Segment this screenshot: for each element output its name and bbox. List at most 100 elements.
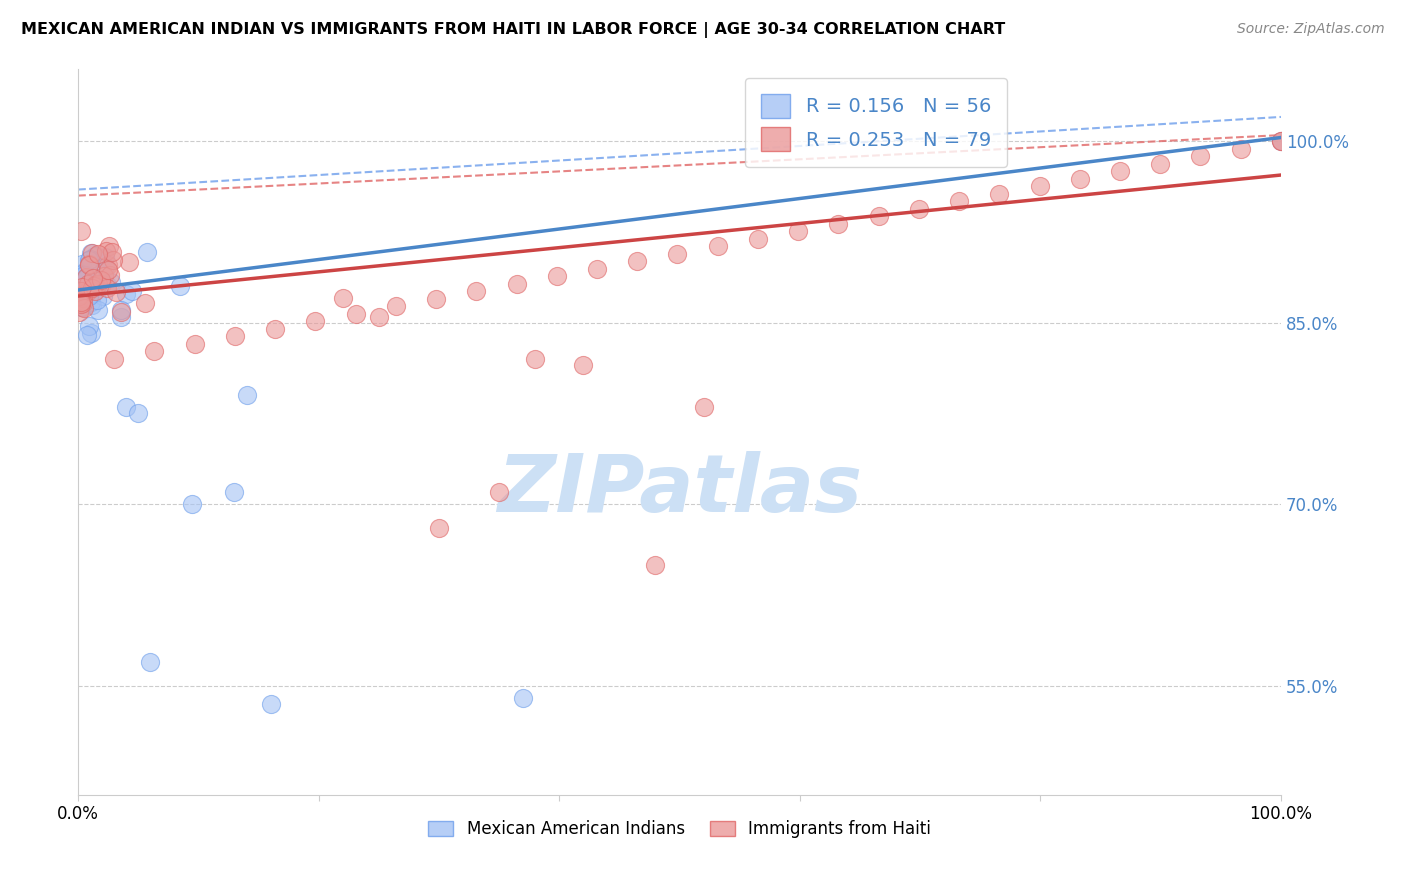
Point <box>75 269 97 284</box>
Point <box>1270 134 1292 148</box>
Point <box>97 263 120 277</box>
Point <box>1270 134 1292 148</box>
Point <box>83 249 105 263</box>
Point <box>76 285 98 300</box>
Point <box>139 655 162 669</box>
Point <box>827 217 849 231</box>
Point <box>80 280 103 294</box>
Point <box>98 238 121 252</box>
Point <box>118 255 141 269</box>
Point <box>86 277 108 291</box>
Point <box>183 337 205 351</box>
Point <box>425 292 447 306</box>
Point <box>67 293 90 307</box>
Point <box>115 401 138 415</box>
Point <box>332 292 354 306</box>
Point <box>524 351 547 366</box>
Point <box>692 401 714 415</box>
Point <box>385 300 408 314</box>
Point <box>948 194 970 209</box>
Point <box>70 297 93 311</box>
Point <box>67 289 90 303</box>
Point <box>666 247 689 261</box>
Point <box>69 285 91 299</box>
Point <box>224 329 246 343</box>
Point <box>90 277 112 291</box>
Point <box>69 301 91 315</box>
Point <box>77 288 100 302</box>
Point <box>96 281 118 295</box>
Point <box>465 285 488 299</box>
Point <box>77 253 100 268</box>
Point <box>80 298 103 312</box>
Point <box>79 256 101 270</box>
Point <box>77 289 100 303</box>
Point <box>1189 149 1212 163</box>
Point <box>1149 156 1171 170</box>
Legend: Mexican American Indians, Immigrants from Haiti: Mexican American Indians, Immigrants fro… <box>422 814 938 845</box>
Point <box>79 318 101 333</box>
Point <box>82 245 104 260</box>
Text: MEXICAN AMERICAN INDIAN VS IMMIGRANTS FROM HAITI IN LABOR FORCE | AGE 30-34 CORR: MEXICAN AMERICAN INDIAN VS IMMIGRANTS FR… <box>21 22 1005 38</box>
Point <box>93 260 115 275</box>
Point <box>84 277 107 292</box>
Point <box>80 295 103 310</box>
Point <box>1109 164 1132 178</box>
Point <box>69 267 91 281</box>
Point <box>77 277 100 292</box>
Point <box>235 388 257 402</box>
Point <box>143 344 166 359</box>
Point <box>104 285 127 299</box>
Point <box>103 252 125 267</box>
Point <box>546 269 568 284</box>
Text: ZIPatlas: ZIPatlas <box>498 450 862 529</box>
Point <box>82 271 104 285</box>
Point <box>110 310 132 324</box>
Point <box>94 244 117 258</box>
Point <box>87 277 110 291</box>
Point <box>97 258 120 272</box>
Point <box>304 314 326 328</box>
Point <box>169 279 191 293</box>
Point <box>91 288 114 302</box>
Point <box>101 245 124 260</box>
Point <box>96 278 118 293</box>
Point <box>77 281 100 295</box>
Point <box>1028 179 1050 194</box>
Point <box>706 239 728 253</box>
Point <box>86 293 108 307</box>
Point <box>100 275 122 289</box>
Point <box>72 300 94 314</box>
Point <box>82 286 104 301</box>
Point <box>79 326 101 340</box>
Point <box>427 521 450 535</box>
Point <box>98 268 121 282</box>
Point <box>1229 142 1251 156</box>
Point <box>72 291 94 305</box>
Point <box>70 224 93 238</box>
Point <box>103 351 125 366</box>
Point <box>908 202 931 216</box>
Point <box>77 285 100 299</box>
Point <box>83 279 105 293</box>
Point <box>79 268 101 282</box>
Point <box>259 697 281 711</box>
Point <box>121 284 143 298</box>
Point <box>77 259 100 273</box>
Point <box>73 268 96 283</box>
Point <box>988 186 1011 201</box>
Point <box>626 254 648 268</box>
Point <box>115 286 138 301</box>
Point <box>79 252 101 266</box>
Point <box>69 291 91 305</box>
Point <box>69 290 91 304</box>
Point <box>224 485 246 500</box>
Point <box>70 295 93 310</box>
Point <box>181 497 204 511</box>
Point <box>1069 171 1091 186</box>
Point <box>868 209 890 223</box>
Point <box>67 277 90 291</box>
Point <box>82 280 104 294</box>
Point <box>72 267 94 281</box>
Point <box>87 246 110 260</box>
